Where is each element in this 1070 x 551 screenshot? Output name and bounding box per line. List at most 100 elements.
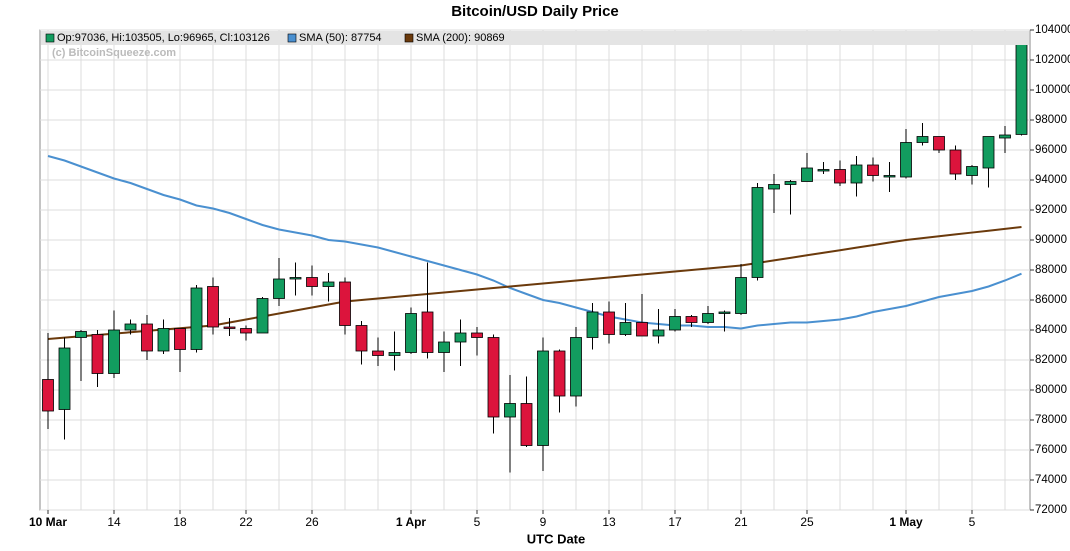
y-tick-label: 102000: [1035, 54, 1070, 66]
x-tick-label: 1 May: [889, 515, 923, 529]
candle-body: [388, 352, 401, 356]
candle-body: [867, 164, 879, 176]
y-tick-label: 72000: [1035, 504, 1067, 516]
candle-body: [256, 298, 269, 334]
legend-swatch: [287, 33, 297, 43]
candle-body: [75, 331, 87, 338]
x-tick-label: 26: [305, 515, 319, 529]
y-tick-label: 104000: [1035, 24, 1070, 36]
candle-body: [438, 341, 450, 353]
candle-body: [207, 286, 219, 328]
y-tick-label: 90000: [1035, 234, 1067, 246]
candle-body: [157, 328, 170, 352]
candle-body: [42, 379, 54, 412]
candle-body: [982, 136, 995, 169]
y-tick-label: 86000: [1035, 294, 1067, 306]
candle-body: [801, 167, 813, 182]
chart-title: Bitcoin/USD Daily Price: [451, 3, 619, 20]
candle-body: [58, 347, 71, 410]
candle-body: [553, 350, 566, 397]
x-tick-label: 9: [540, 515, 547, 529]
candle-body: [124, 323, 137, 331]
candle-body: [751, 187, 764, 278]
x-tick-label: 18: [173, 515, 187, 529]
x-tick-label: 21: [734, 515, 748, 529]
x-tick-label: 5: [474, 515, 481, 529]
candle-body: [372, 350, 384, 356]
x-tick-label: 22: [239, 515, 253, 529]
candle-body: [817, 169, 830, 172]
y-tick-label: 78000: [1035, 414, 1067, 426]
candle-body: [504, 403, 516, 418]
candle-body: [933, 136, 945, 151]
candle-body: [916, 136, 929, 143]
y-tick-label: 84000: [1035, 324, 1067, 336]
y-tick-label: 92000: [1035, 204, 1067, 216]
candle-body: [603, 311, 615, 335]
candle-body: [636, 322, 648, 337]
candle-body: [900, 142, 912, 178]
candle-body: [685, 316, 698, 323]
x-axis-label: UTC Date: [527, 531, 586, 546]
x-tick-label: 5: [969, 515, 976, 529]
candle-body: [883, 175, 896, 178]
candle-body: [487, 337, 500, 418]
candle-body: [306, 277, 318, 287]
candle-body: [322, 281, 335, 287]
y-tick-label: 82000: [1035, 354, 1067, 366]
candle-body: [718, 311, 731, 314]
candle-body: [273, 278, 285, 299]
candle-body: [949, 149, 962, 175]
x-tick-label: 25: [800, 515, 814, 529]
candle-body: [1015, 42, 1028, 135]
candle-body: [240, 328, 252, 334]
candle-body: [223, 326, 236, 329]
candle-body: [108, 329, 120, 374]
candle-body: [966, 166, 978, 176]
candle-body: [619, 322, 632, 335]
candle-body: [784, 181, 797, 185]
candle-body: [652, 329, 665, 337]
watermark: (c) BitcoinSqueeze.com: [52, 47, 176, 59]
y-tick-label: 76000: [1035, 444, 1067, 456]
candle-body: [537, 350, 549, 446]
candle-body: [355, 325, 368, 352]
candle-body: [850, 164, 863, 184]
y-tick-label: 96000: [1035, 144, 1067, 156]
candle-body: [586, 311, 599, 338]
x-tick-label: 14: [107, 515, 121, 529]
x-tick-label: 17: [668, 515, 682, 529]
y-tick-label: 94000: [1035, 174, 1067, 186]
candle-body: [405, 313, 417, 353]
candle-body: [520, 403, 533, 446]
y-tick-label: 100000: [1035, 84, 1070, 96]
y-tick-label: 98000: [1035, 114, 1067, 126]
x-tick-label: 1 Apr: [396, 515, 427, 529]
candle-body: [174, 328, 186, 350]
candle-body: [768, 184, 780, 190]
candle-body: [834, 169, 846, 184]
candle-body: [421, 311, 434, 353]
candle-body: [141, 323, 153, 352]
y-tick-label: 80000: [1035, 384, 1067, 396]
legend-label: SMA (50): 87754: [299, 32, 382, 44]
sma-line: [47, 155, 1022, 330]
candle-body: [735, 277, 747, 314]
candle-body: [702, 313, 714, 323]
candle-body: [570, 337, 582, 397]
legend-swatch: [45, 33, 55, 43]
x-tick-label: 13: [602, 515, 616, 529]
candle-body: [669, 316, 681, 331]
candle-body: [91, 334, 104, 374]
legend-label: SMA (200): 90869: [416, 32, 505, 44]
candle-body: [190, 287, 203, 350]
legend-label: Op:97036, Hi:103505, Lo:96965, Cl:103126: [57, 32, 270, 44]
candle-body: [471, 332, 483, 338]
candle-body: [454, 332, 467, 343]
candle-body: [289, 277, 302, 280]
x-tick-label: 10 Mar: [29, 515, 67, 529]
y-tick-label: 88000: [1035, 264, 1067, 276]
legend-swatch: [404, 33, 414, 43]
y-tick-label: 74000: [1035, 474, 1067, 486]
